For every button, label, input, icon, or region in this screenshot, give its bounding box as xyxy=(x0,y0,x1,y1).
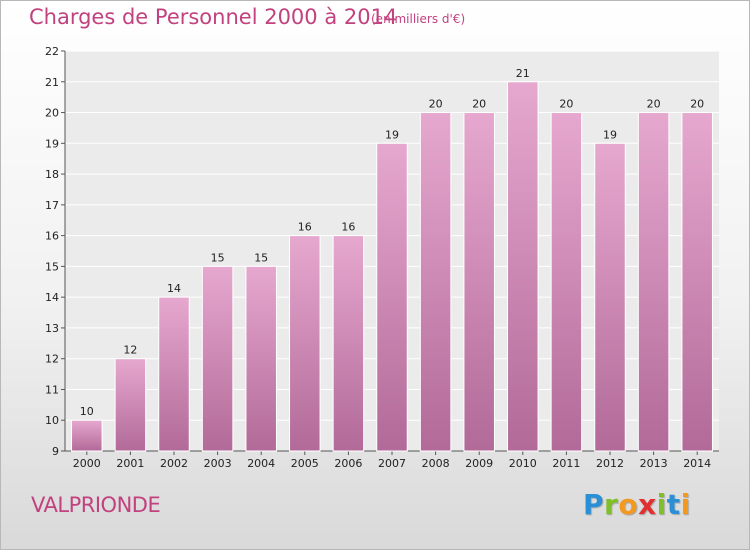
bar-2014 xyxy=(681,112,713,452)
bar-2010 xyxy=(507,81,539,452)
x-tick-label-2014: 2014 xyxy=(683,457,711,470)
bar-2005 xyxy=(289,235,321,452)
y-tick-label: 22 xyxy=(45,45,59,58)
bar-2006 xyxy=(332,235,365,452)
data-label-2007: 19 xyxy=(385,128,399,141)
data-label-2006: 16 xyxy=(341,221,355,234)
chart-title: Charges de Personnel 2000 à 2014 xyxy=(29,5,398,29)
bar-2003 xyxy=(201,265,234,452)
bar-2000 xyxy=(71,419,103,452)
data-label-2005: 16 xyxy=(298,221,312,234)
data-label-2002: 14 xyxy=(167,282,181,295)
logo-letter: i xyxy=(680,488,691,521)
y-tick-label: 18 xyxy=(45,168,59,181)
x-tick-label-2009: 2009 xyxy=(465,457,493,470)
y-tick-label: 19 xyxy=(45,137,59,150)
data-label-2004: 15 xyxy=(254,251,268,264)
y-tick-label: 21 xyxy=(45,76,59,89)
bar-2001 xyxy=(114,358,147,452)
x-tick-label-2013: 2013 xyxy=(640,457,668,470)
x-tick-label-2007: 2007 xyxy=(378,457,406,470)
data-label-2012: 19 xyxy=(603,128,617,141)
y-tick-label: 11 xyxy=(45,383,59,396)
bar-2008 xyxy=(419,112,452,452)
bar-2002 xyxy=(158,296,190,452)
bar-2012 xyxy=(594,142,626,452)
data-label-2010: 21 xyxy=(516,67,530,80)
y-tick-label: 14 xyxy=(45,291,59,304)
x-tick-label-2012: 2012 xyxy=(596,457,624,470)
bar-2007 xyxy=(376,142,408,452)
chart-unit: (en milliers d'€) xyxy=(371,12,466,26)
bars xyxy=(71,81,713,452)
data-label-2000: 10 xyxy=(80,405,94,418)
proxiti-logo: Proxiti xyxy=(583,488,691,521)
bar-2013 xyxy=(637,112,670,452)
data-label-2008: 20 xyxy=(429,98,443,111)
bar-2009 xyxy=(463,112,495,452)
y-tick-label: 20 xyxy=(45,107,59,120)
logo-letter: t xyxy=(666,488,681,521)
logo-letter: P xyxy=(583,488,605,521)
x-tick-label-2000: 2000 xyxy=(73,457,101,470)
x-tick-label-2011: 2011 xyxy=(552,457,580,470)
logo-letter: x xyxy=(638,488,657,521)
x-tick-label-2004: 2004 xyxy=(247,457,275,470)
data-label-2009: 20 xyxy=(472,98,486,111)
x-tick-label-2006: 2006 xyxy=(334,457,362,470)
y-tick-label: 10 xyxy=(45,414,59,427)
x-tick-label-2003: 2003 xyxy=(204,457,232,470)
data-label-2011: 20 xyxy=(559,98,573,111)
y-tick-label: 17 xyxy=(45,199,59,212)
y-tick-label: 12 xyxy=(45,353,59,366)
logo-letter: r xyxy=(604,488,619,521)
town-name: VALPRIONDE xyxy=(31,493,161,517)
bar-2004 xyxy=(245,265,277,452)
axes: 9 10 11 12 13 14 15 16 17 18 19 20 21 22 2000 2001 2002 2… xyxy=(45,45,719,470)
x-tick-label-2005: 2005 xyxy=(291,457,319,470)
logo-letter: i xyxy=(656,488,667,521)
logo-letter: o xyxy=(618,488,639,521)
data-label-2013: 20 xyxy=(647,98,661,111)
y-tick-label: 15 xyxy=(45,260,59,273)
data-labels: 10 12 14 15 15 16 16 19 20 20 21 20 19 20 20 xyxy=(80,67,704,418)
x-tick-label-2002: 2002 xyxy=(160,457,188,470)
y-tick-label: 9 xyxy=(52,445,59,458)
y-tick-label: 13 xyxy=(45,322,59,335)
data-label-2014: 20 xyxy=(690,98,704,111)
x-tick-label-2001: 2001 xyxy=(116,457,144,470)
data-label-2003: 15 xyxy=(211,251,225,264)
x-tick-label-2008: 2008 xyxy=(422,457,450,470)
data-label-2001: 12 xyxy=(123,344,137,357)
bar-2011 xyxy=(550,112,583,452)
x-tick-label-2010: 2010 xyxy=(509,457,537,470)
y-tick-label: 16 xyxy=(45,230,59,243)
